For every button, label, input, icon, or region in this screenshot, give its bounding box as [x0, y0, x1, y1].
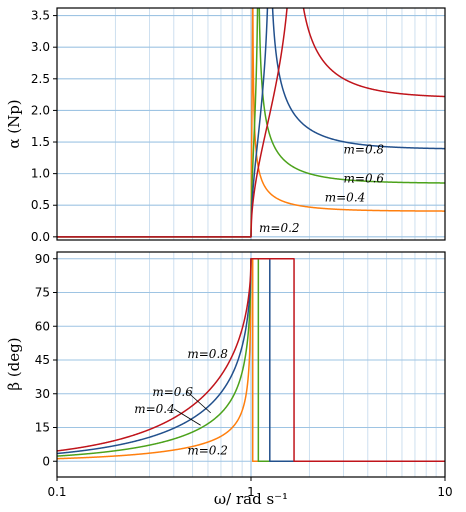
phase-grid — [57, 252, 445, 477]
frequency-x-label: ω/ rad s⁻¹ — [214, 490, 288, 508]
attenuation-curves — [57, 8, 445, 238]
phase-x-tick-label: 1 — [247, 485, 255, 499]
attenuation-grid — [57, 8, 445, 240]
phase-curves — [57, 258, 445, 462]
attenuation-y-tick-label: 3.5 — [31, 9, 50, 23]
attenuation-y-label: α (Np) — [5, 99, 23, 148]
phase-annotation: m=0.8 — [187, 347, 228, 361]
phase-curve-m-0-2 — [57, 258, 445, 462]
attenuation-annotation: m=0.8 — [344, 142, 385, 156]
phase-y-tick-label: 15 — [35, 421, 50, 435]
attenuation-y-tick-label: 3.0 — [31, 40, 50, 54]
attenuation-y-ticks: 0.0 0.5 1.0 1.5 2.0 2.5 3.0 3.5 — [31, 9, 57, 244]
phase-annotations: m=0.8 m=0.6 m=0.4 m=0.2 — [134, 347, 228, 458]
attenuation-y-tick-label: 0.0 — [31, 230, 50, 244]
attenuation-y-tick-label: 1.5 — [31, 135, 50, 149]
attenuation-plot-frame — [56, 7, 446, 241]
attenuation-y-tick-label: 2.0 — [31, 103, 50, 117]
attenuation-annotation: m=0.6 — [344, 171, 385, 185]
attenuation-curve-m-0-8 — [57, 8, 445, 238]
phase-annotation-leader — [187, 391, 211, 414]
attenuation-y-tick-label: 0.5 — [31, 198, 50, 212]
phase-curve-m-0-4 — [57, 258, 445, 462]
attenuation-y-tick-label: 1.0 — [31, 167, 50, 181]
phase-annotation: m=0.6 — [152, 385, 193, 399]
attenuation-annotation: m=0.2 — [259, 221, 300, 235]
phase-y-tick-label: 75 — [35, 286, 50, 300]
phase-y-label: β (deg) — [5, 337, 23, 390]
phase-curve-m-0-8 — [57, 258, 445, 462]
phase-x-ticks: 0.1 1 10 — [47, 477, 453, 499]
phase-curve-m-0-6 — [57, 258, 445, 462]
attenuation-y-tick-label: 2.5 — [31, 72, 50, 86]
phase-annotation: m=0.2 — [187, 444, 228, 458]
phase-y-tick-label: 45 — [35, 353, 50, 367]
phase-panel: m=0.8 m=0.6 m=0.4 m=0.2 0 15 30 45 60 75 90 0.1 1 1… — [5, 251, 453, 508]
phase-y-tick-label: 0 — [42, 454, 50, 468]
phase-y-tick-label: 90 — [35, 252, 50, 266]
attenuation-panel: m=0.8 m=0.6 m=0.4 m=0.2 0.0 0.5 1.0 1.5 2.0 2.5 3… — [5, 7, 446, 244]
phase-y-tick-label: 60 — [35, 319, 50, 333]
phase-y-tick-label: 30 — [35, 387, 50, 401]
phase-x-tick-label: 0.1 — [47, 485, 66, 499]
attenuation-annotation: m=0.4 — [325, 190, 366, 204]
phase-y-ticks: 0 15 30 45 60 75 90 — [35, 252, 57, 468]
attenuation-annotations: m=0.8 m=0.6 m=0.4 m=0.2 — [259, 142, 384, 234]
phase-x-tick-label: 10 — [437, 485, 452, 499]
phase-annotation-leader — [173, 408, 201, 426]
phase-annotation: m=0.4 — [134, 402, 175, 416]
